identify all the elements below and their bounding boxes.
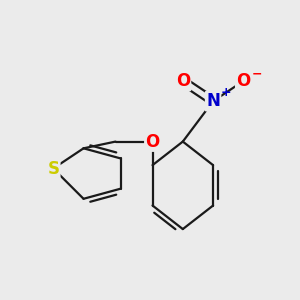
Text: +: + (220, 86, 231, 99)
Text: −: − (252, 68, 262, 81)
Text: O: O (236, 72, 250, 90)
Text: S: S (47, 160, 59, 178)
Text: N: N (206, 92, 220, 110)
Text: O: O (146, 133, 160, 151)
Text: O: O (176, 72, 190, 90)
